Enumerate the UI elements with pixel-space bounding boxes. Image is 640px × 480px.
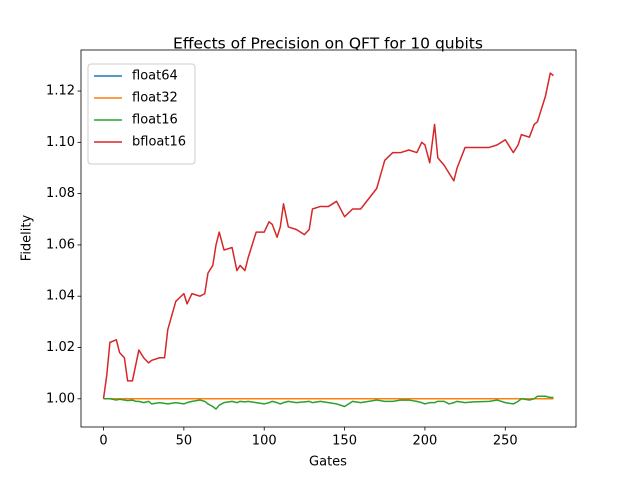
x-tick-label: 250	[493, 434, 518, 449]
legend-label: float16	[132, 113, 178, 128]
series-line	[103, 395, 554, 410]
x-tick-label: 50	[176, 434, 193, 449]
y-tick-label: 1.12	[46, 84, 75, 99]
chart-title: Effects of Precision on QFT for 10 qubit…	[173, 35, 483, 53]
x-tick-label: 100	[252, 434, 277, 449]
legend-box	[87, 63, 196, 165]
y-tick-label: 1.08	[46, 186, 75, 201]
y-axis-label: Fidelity	[20, 214, 35, 261]
x-tick-label: 200	[413, 434, 438, 449]
series-line	[102, 72, 554, 399]
y-tick-label: 1.00	[46, 391, 75, 406]
plot-frame	[80, 49, 577, 428]
x-tick-label: 0	[99, 434, 107, 449]
legend-label: bfloat16	[132, 135, 186, 150]
y-tick-label: 1.04	[46, 289, 75, 304]
legend-label: float64	[132, 69, 178, 84]
y-tick-label: 1.10	[46, 135, 75, 150]
y-tick-label: 1.06	[46, 237, 75, 252]
legend-label: float32	[132, 91, 178, 106]
y-tick-label: 1.02	[46, 340, 75, 355]
x-axis-label: Gates	[309, 455, 347, 470]
x-tick-label: 150	[332, 434, 357, 449]
